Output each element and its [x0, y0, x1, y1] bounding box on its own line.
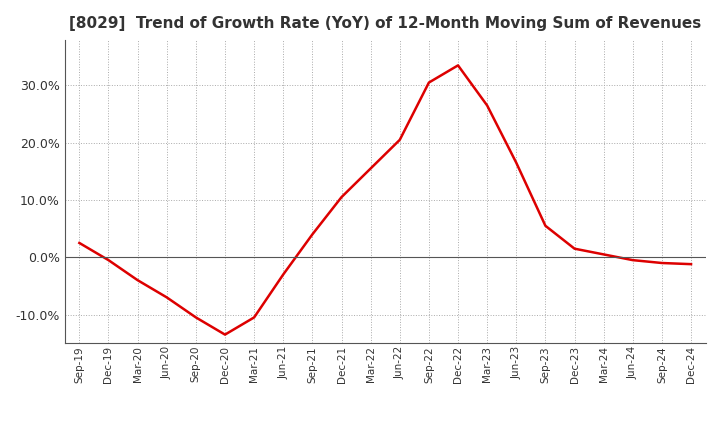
Title: [8029]  Trend of Growth Rate (YoY) of 12-Month Moving Sum of Revenues: [8029] Trend of Growth Rate (YoY) of 12-…: [69, 16, 701, 32]
